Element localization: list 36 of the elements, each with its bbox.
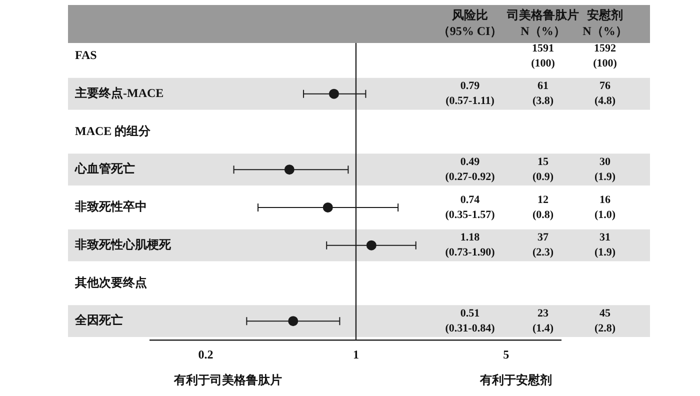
text: 1592 (100) xyxy=(593,42,618,70)
annotation: 15 (0.9) xyxy=(532,156,554,183)
annotation: 0.51 (0.31-0.84) xyxy=(445,307,496,334)
y-tick-label: 其他次要终点 xyxy=(74,275,147,290)
annotation: 0.49 (0.27-0.92) xyxy=(445,156,496,183)
annotation: 0.74 (0.35-1.57) xyxy=(445,194,496,221)
y-tick-label: 非致死性卒中 xyxy=(74,200,147,214)
annotation: 12 (0.8) xyxy=(532,194,554,221)
text: N（%） xyxy=(582,24,628,38)
y-tick-label: 全因死亡 xyxy=(74,313,123,328)
text: 30 (1.9) xyxy=(594,156,616,183)
annotation: 1.18 (0.73-1.90) xyxy=(445,232,496,259)
x-tick-label: 1 xyxy=(352,347,359,362)
annotation: 1591 (100) xyxy=(531,42,556,70)
y-tick-label: 主要终点-MACE xyxy=(74,86,164,100)
annotation: 61 (3.8) xyxy=(532,80,554,108)
text: 45 (2.8) xyxy=(594,307,616,334)
y-tick-label: 心血管死亡 xyxy=(74,162,135,176)
x-tick-label: 0.2 xyxy=(198,347,214,362)
text: （95% CI） xyxy=(438,24,502,38)
annotation: 37 (2.3) xyxy=(532,232,554,259)
y-tick-label: MACE 的组分 xyxy=(75,124,152,138)
text: 安慰剂 xyxy=(587,8,623,22)
text: 风险比 xyxy=(451,8,488,22)
text: N（%） xyxy=(520,24,566,38)
annotation: 0.79 (0.57-1.11) xyxy=(446,80,495,108)
text: 76 (4.8) xyxy=(594,80,616,108)
y-tick-label: 非致死性心肌梗死 xyxy=(74,237,172,252)
text: 31 (1.9) xyxy=(594,232,616,259)
y-tick-label: FAS xyxy=(75,48,98,62)
text: 16 (1.0) xyxy=(594,194,616,221)
annotation: 23 (1.4) xyxy=(532,307,554,334)
x-tick-label: 5 xyxy=(503,347,510,362)
text: 司美格鲁肽片 xyxy=(506,8,579,22)
text: 有利于司美格鲁肽片 xyxy=(172,373,282,388)
text: 有利于安慰剂 xyxy=(479,373,552,388)
